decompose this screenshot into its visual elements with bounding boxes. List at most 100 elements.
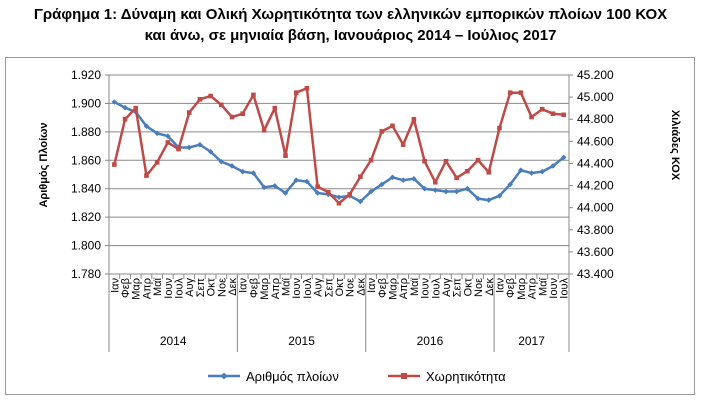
- data-point: [421, 185, 428, 192]
- x-tick-label: Ιαν: [494, 278, 506, 293]
- gridlines: [108, 74, 570, 275]
- chart-frame: [5, 57, 695, 395]
- data-point: [528, 170, 535, 176]
- chart-title: Γράφημα 1: Δύναμη και Ολική Χωρητικότητα…: [0, 4, 701, 46]
- data-point: [207, 148, 214, 155]
- data-point: [336, 200, 342, 206]
- data-point: [400, 177, 406, 183]
- x-tick-label: Μαρ: [387, 278, 399, 300]
- data-point: [368, 157, 374, 163]
- data-point: [293, 90, 299, 95]
- data-point: [432, 187, 439, 193]
- right-tick-label: 45.000: [577, 90, 614, 104]
- data-point: [250, 170, 257, 176]
- data-point: [143, 123, 150, 129]
- data-point: [283, 153, 288, 159]
- data-point: [529, 114, 534, 120]
- data-point: [197, 141, 203, 148]
- right-tick-label: 44.200: [577, 179, 614, 193]
- data-point: [239, 168, 246, 175]
- data-point: [326, 189, 331, 195]
- left-tick-label: 1.820: [71, 210, 101, 224]
- x-tick-label: Ιαν: [366, 278, 378, 293]
- data-point: [507, 90, 513, 95]
- data-point: [111, 99, 118, 105]
- year-label: 2016: [417, 334, 444, 348]
- x-tick-label: Δεκ: [484, 278, 496, 296]
- data-point: [154, 130, 160, 137]
- data-point: [315, 184, 320, 189]
- x-tick-label: Νοε: [216, 278, 228, 297]
- data-point: [144, 173, 149, 178]
- data-point: [304, 178, 310, 185]
- data-point: [422, 158, 427, 164]
- data-point: [154, 160, 160, 165]
- x-tick-label: Μαρ: [259, 278, 271, 300]
- data-point: [550, 163, 556, 169]
- data-point: [389, 174, 396, 181]
- data-point: [378, 181, 385, 188]
- data-point: [197, 97, 203, 102]
- x-tick-label: Ιουλ: [430, 278, 442, 299]
- data-point: [465, 168, 470, 174]
- data-point: [497, 125, 502, 131]
- right-tick-label: 43.400: [577, 267, 614, 281]
- data-point: [240, 111, 246, 116]
- x-tick-label: Ιουν: [163, 278, 175, 299]
- data-point: [453, 188, 460, 195]
- legend-marker: [401, 373, 407, 379]
- data-point: [454, 175, 459, 181]
- data-point: [186, 110, 192, 115]
- left-tick-label: 1.840: [71, 182, 101, 196]
- data-point: [357, 198, 364, 205]
- data-point: [165, 140, 171, 145]
- x-tick-label: Απρ: [398, 278, 410, 299]
- data-point: [133, 105, 139, 111]
- data-point: [539, 168, 546, 175]
- data-point: [282, 190, 289, 196]
- year-label: 2014: [160, 334, 187, 348]
- data-point: [432, 179, 438, 185]
- data-point: [251, 92, 256, 98]
- legend-label: Αριθμός πλοίων: [246, 369, 339, 384]
- data-point: [112, 162, 117, 167]
- x-tick-label: Ιουλ: [559, 278, 571, 299]
- x-tick-label: Σεπ: [452, 278, 464, 298]
- title-line-2: και άνω, σε μηνιαία βάση, Ιανουάριος 201…: [144, 27, 557, 44]
- year-label: 2017: [518, 334, 545, 348]
- data-point: [443, 158, 449, 164]
- data-point: [411, 175, 417, 182]
- x-tick-label: Αυγ: [313, 278, 325, 297]
- data-point: [218, 158, 225, 165]
- data-point: [496, 193, 503, 199]
- x-tick-label: Φεβ: [248, 278, 260, 298]
- legend: Αριθμός πλοίων Χωρητικότητα: [208, 369, 506, 384]
- data-point: [400, 142, 406, 147]
- x-tick-label: Οκτ: [462, 277, 474, 296]
- x-tick-label: Αυγ: [184, 278, 196, 297]
- data-point: [229, 114, 235, 120]
- x-tick-label: Δεκ: [227, 278, 239, 296]
- right-axis-ticks: 43.400 43.600 43.800 44.000 44.200 44.400 44.6…: [569, 68, 614, 281]
- year-label: 2015: [288, 334, 315, 348]
- left-tick-label: 1.780: [71, 267, 101, 281]
- x-tick-label: Ιουν: [291, 278, 303, 299]
- right-tick-label: 44.400: [577, 156, 614, 170]
- x-tick-label: Σεπ: [195, 278, 207, 298]
- data-point: [379, 129, 385, 134]
- left-axis-ticks: 1.780 1.800 1.820 1.840 1.860 1.880 1.900 1.920: [71, 68, 109, 281]
- data-point: [518, 90, 524, 95]
- data-point: [475, 157, 481, 163]
- legend-item-2: Χωρητικότητα: [388, 369, 506, 384]
- data-point: [261, 127, 267, 133]
- x-tick-label: Ιουν: [548, 278, 560, 299]
- data-point: [475, 195, 481, 202]
- x-tick-label: Νοε: [473, 278, 485, 297]
- data-point: [485, 197, 492, 203]
- data-point: [261, 184, 267, 191]
- data-point: [272, 105, 278, 111]
- x-tick-label: Ιαν: [238, 278, 250, 293]
- title-line-1: Γράφημα 1: Δύναμη και Ολική Χωρητικότητα…: [33, 6, 668, 23]
- left-tick-label: 1.880: [71, 125, 101, 139]
- data-point: [122, 104, 128, 111]
